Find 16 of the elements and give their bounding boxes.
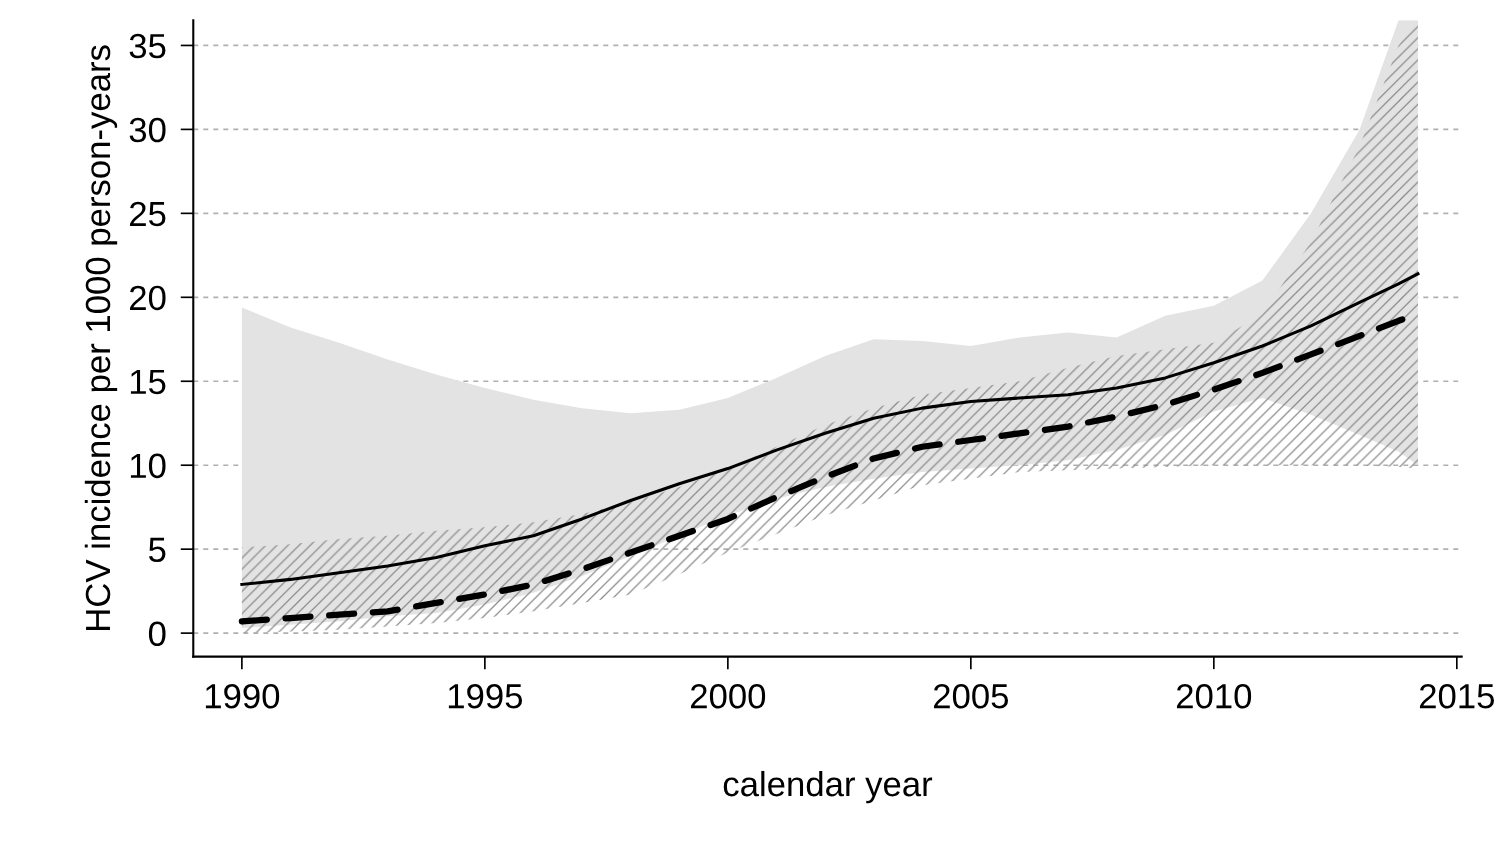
x-tick-label: 2005 (933, 683, 1009, 709)
y-tick-label: 0 (148, 621, 166, 647)
y-tick-label: 30 (129, 117, 166, 143)
y-tick-label: 5 (148, 537, 166, 563)
y-tick-label: 15 (130, 369, 166, 395)
x-tick-label: 2015 (1419, 683, 1494, 709)
x-tick-label: 2010 (1176, 683, 1252, 709)
y-tick-label: 25 (130, 201, 166, 227)
x-tick-label: 1995 (448, 683, 523, 709)
y-tick-label: 20 (130, 285, 166, 311)
y-tick-label: 10 (130, 453, 166, 479)
y-axis-title: HCV incidence per 1000 person-years (84, 45, 118, 630)
x-tick-label: 2000 (690, 683, 766, 709)
x-axis-title: calendar year (723, 770, 933, 804)
x-tick-label: 1990 (205, 683, 280, 709)
y-tick-label: 35 (129, 33, 166, 59)
